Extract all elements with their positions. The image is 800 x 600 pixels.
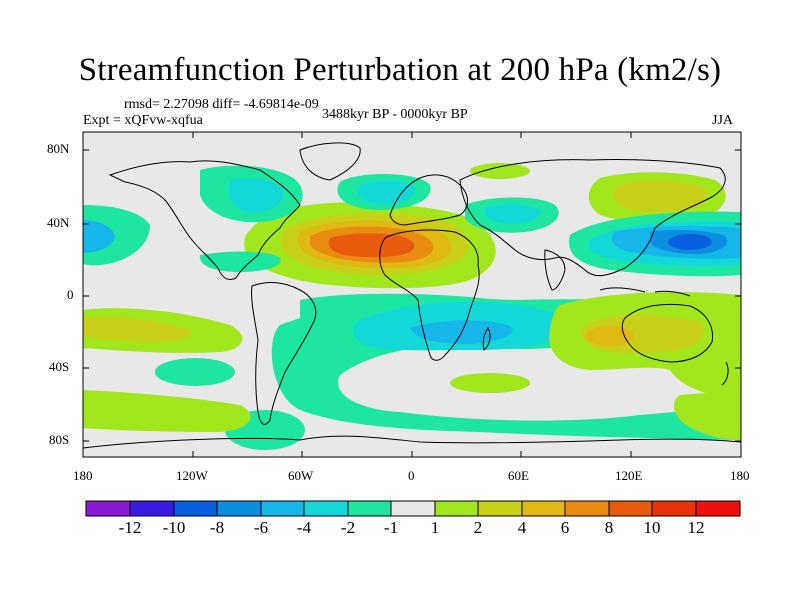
- lon-label-180w: 180: [73, 468, 93, 483]
- colorbar-box-3: [173, 500, 218, 517]
- lat-label-40n: 40N: [47, 215, 70, 230]
- contour-sahara-red: [328, 233, 415, 258]
- lon-label-0: 0: [408, 468, 415, 483]
- contour-n-pacific-east-yellow: [612, 180, 708, 212]
- colorbar-label: 6: [560, 518, 570, 537]
- colorbar-label: -1: [383, 518, 399, 537]
- colorbar-label: -4: [296, 518, 312, 537]
- coast-africa: [379, 229, 480, 361]
- coast-europe: [389, 174, 468, 226]
- coast-new-zealand: [721, 361, 729, 386]
- colorbar-box-2: [129, 500, 175, 517]
- contour-australia-orange: [586, 326, 634, 346]
- colorbar-box-14: [651, 500, 697, 517]
- coast-indonesia: [599, 287, 691, 297]
- colorbar-label: 4: [517, 518, 527, 537]
- colorbar-box-7: [347, 500, 392, 517]
- coast-north-america: [108, 160, 301, 281]
- colorbar-box-11: [521, 500, 566, 517]
- period-label: 3488kyr BP - 0000kyr BP: [322, 107, 468, 122]
- colorbar-box-6: [303, 500, 349, 517]
- colorbar-box-1: [85, 500, 131, 517]
- lat-label-0: 0: [67, 287, 74, 302]
- season-label: JJA: [712, 113, 734, 128]
- colorbar-label: 8: [604, 518, 614, 537]
- colorbar-label: -10: [162, 518, 186, 537]
- experiment-label: Expt = xQFvw-xqfua: [83, 113, 203, 128]
- colorbar-box-13: [608, 500, 653, 517]
- colorbar-label: 2: [473, 518, 483, 537]
- colorbar-label: 1: [430, 518, 440, 537]
- coastlines: [83, 142, 741, 449]
- colorbar-label: -6: [253, 518, 269, 537]
- lon-label-60e: 60E: [508, 468, 529, 483]
- map-title: Streamfunction Perturbation at 200 hPa (…: [78, 52, 722, 88]
- contour-s-pacific-green: [155, 358, 235, 386]
- lon-label-60w: 60W: [288, 468, 314, 483]
- coast-madagascar: [482, 327, 491, 351]
- contour-central-asia-cyan: [484, 204, 541, 224]
- lon-label-120w: 120W: [176, 468, 208, 483]
- colorbar-box-9: [434, 500, 479, 517]
- coast-greenland: [299, 142, 361, 181]
- contour-s-pacific-lowlat: [83, 390, 251, 432]
- coast-south-america: [251, 282, 317, 425]
- coast-australia: [621, 303, 714, 363]
- stats-text: rmsd= 2.27098 diff= -4.69814e-09: [124, 97, 319, 112]
- lat-label-40s: 40S: [49, 359, 70, 374]
- axis-ticks: [83, 132, 741, 457]
- colorbar-label: 12: [687, 518, 705, 537]
- coast-asia: [459, 158, 726, 277]
- colorbar-label: -12: [118, 518, 142, 537]
- contour-sw-pacific-yellow-2: [83, 317, 191, 342]
- colorbar-box-4: [216, 500, 262, 517]
- lon-label-120e: 120E: [615, 468, 643, 483]
- colorbar-label: -2: [340, 518, 356, 537]
- lat-label-80s: 80S: [49, 432, 70, 447]
- colorbar-box-15: [695, 500, 741, 517]
- contour-s-indian-green: [450, 373, 530, 393]
- contour-far-southwest: [674, 392, 741, 440]
- contour-arctic-green: [470, 163, 530, 179]
- lon-label-180e: 180: [730, 468, 750, 483]
- colorbar-box-5: [260, 500, 305, 517]
- lat-label-80n: 80N: [47, 141, 70, 156]
- colorbar: [85, 500, 741, 517]
- contour-nw-pacific-core: [668, 234, 712, 250]
- colorbar-label: -8: [209, 518, 225, 537]
- colorbar-label: 10: [643, 518, 661, 537]
- coast-antarctica: [83, 435, 741, 449]
- coast-india: [544, 249, 566, 291]
- colorbar-box-8: [390, 500, 436, 517]
- contour-mexico-green: [199, 251, 281, 272]
- colorbar-box-12: [564, 500, 610, 517]
- contour-n-atlantic-north-cyan: [357, 180, 416, 204]
- contour-n-america-cyan-2: [228, 178, 284, 212]
- colorbar-box-10: [477, 500, 523, 517]
- contour-n-pacific-west-blue: [83, 220, 115, 253]
